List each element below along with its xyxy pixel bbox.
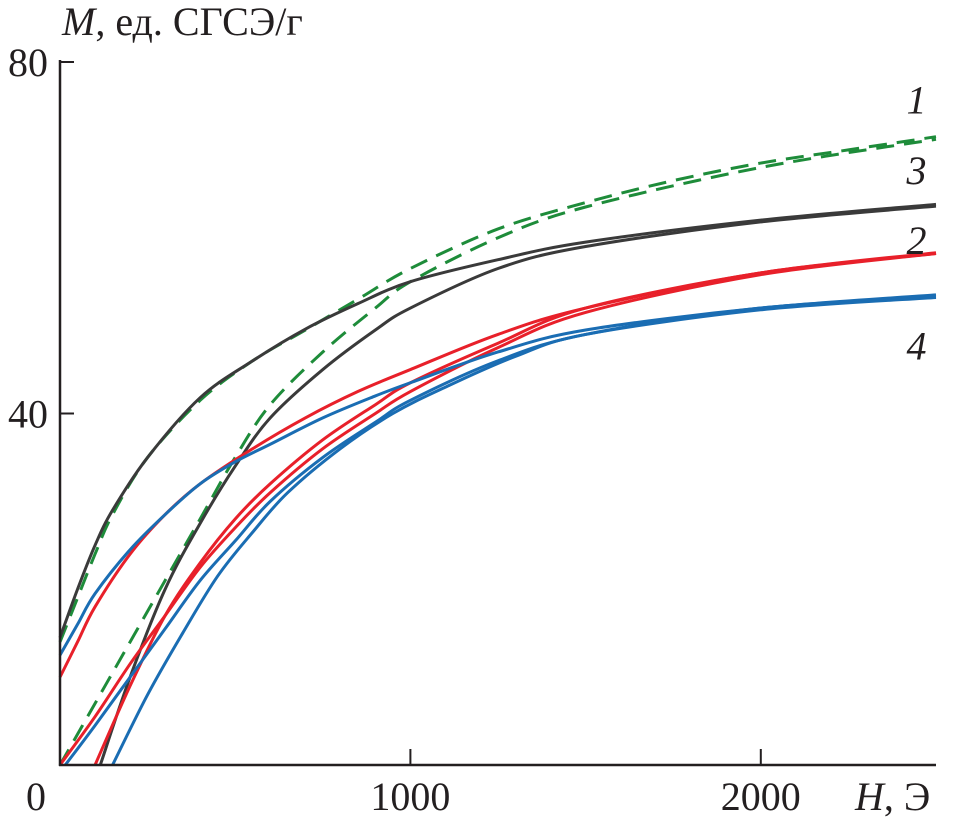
series-label-3: 3 [905,148,926,193]
series-label-1: 1 [906,78,926,123]
x-tick-label: 1000 [370,774,450,819]
series-1-branch [58,135,937,643]
series-1: 1 [58,78,937,766]
x-tick-label: 0 [26,774,46,819]
series-3-branch [58,202,937,639]
x-axis-unit: , Э [884,774,930,819]
x-axis-title: H, Э [854,774,930,819]
y-axis-symbol: M [61,0,98,44]
ticks: 0 1000 2000 40 80 [8,40,801,819]
y-axis-unit: , ед. СГСЭ/г [95,0,302,44]
x-tick-label: 2000 [721,774,801,819]
series-2-branch [93,252,937,766]
series-label-2: 2 [906,218,926,263]
series-4-branch [58,293,937,656]
curves: 1 3 2 4 [58,78,937,766]
x-axis-symbol: H [854,774,886,819]
series-3-branch [98,204,937,766]
y-tick-label: 40 [8,392,48,437]
series-2-branch [58,251,937,678]
y-tick-label: 80 [8,40,48,85]
series-label-4: 4 [906,324,926,369]
series-2: 2 [58,218,937,766]
series-3: 3 [58,148,937,766]
series-4: 4 [58,293,937,766]
series-1-branch [58,137,937,766]
y-axis-title: M, ед. СГСЭ/г [61,0,303,44]
series-2-branch [58,252,937,766]
series-4-branch [111,296,937,766]
